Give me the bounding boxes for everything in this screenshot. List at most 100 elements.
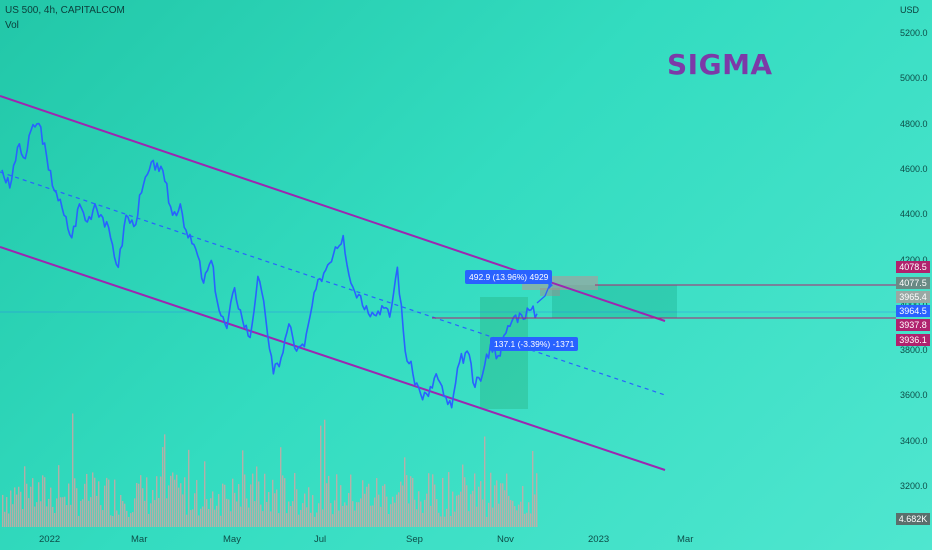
- volume-bar: [122, 500, 124, 527]
- volume-bar: [94, 477, 96, 527]
- volume-bar: [460, 491, 462, 527]
- volume-bar: [170, 475, 172, 527]
- volume-bar: [46, 506, 48, 527]
- volume-bar: [168, 485, 170, 527]
- volume-bar: [112, 516, 114, 527]
- volume-bar: [160, 476, 162, 527]
- volume-bar: [256, 466, 258, 527]
- volume-bar: [276, 489, 278, 527]
- lower-measure-label[interactable]: 137.1 (-3.39%) -1371: [490, 337, 579, 351]
- volume-bar: [378, 494, 380, 527]
- volume-bar: [150, 503, 152, 527]
- volume-bar: [176, 474, 178, 527]
- volume-bar: [102, 510, 104, 527]
- currency-label: USD: [900, 5, 920, 15]
- volume-bar: [258, 481, 260, 527]
- x-tick-label: May: [223, 534, 241, 545]
- volume-bar: [192, 509, 194, 527]
- volume-bar: [226, 498, 228, 527]
- volume-bar: [140, 475, 142, 527]
- volume-bar: [28, 498, 30, 527]
- volume-bar: [454, 511, 456, 527]
- volume-bar: [292, 501, 294, 527]
- volume-bar: [26, 483, 28, 527]
- volume-bar: [376, 478, 378, 527]
- y-tick-label: 4600.0: [900, 163, 928, 174]
- price-line: [1, 122, 538, 409]
- volume-bar: [434, 484, 436, 527]
- volume-bar: [224, 484, 226, 527]
- volume-bar: [464, 477, 466, 527]
- volume-bar: [288, 501, 290, 527]
- x-tick-label: 2023: [588, 534, 610, 545]
- y-tick-label: 4400.0: [900, 209, 928, 220]
- volume-bar: [32, 478, 34, 527]
- volume-bar: [130, 513, 132, 527]
- volume-bar: [282, 475, 284, 527]
- regression-channel: [0, 95, 666, 471]
- volume-bar: [66, 505, 68, 527]
- volume-bar: [348, 493, 350, 527]
- volume-bar: [68, 483, 70, 527]
- volume-bar: [266, 501, 268, 527]
- volume-bar: [514, 506, 516, 527]
- upper-measure-label[interactable]: 492.9 (13.96%) 4929: [465, 270, 553, 284]
- x-tick-label: Sep: [406, 534, 423, 545]
- volume-bar: [82, 499, 84, 527]
- volume-bar: [418, 491, 420, 527]
- volume-bar: [316, 512, 318, 527]
- volume-bar: [216, 505, 218, 527]
- volume-bar: [272, 479, 274, 527]
- volume-bar: [388, 513, 390, 527]
- volume-bar: [504, 490, 506, 527]
- volume-bar: [20, 491, 22, 527]
- volume-bar: [466, 485, 468, 527]
- volume-bar: [500, 483, 502, 527]
- symbol-title[interactable]: US 500, 4h, CAPITALCOM: [5, 5, 125, 16]
- volume-bar: [146, 477, 148, 527]
- volume-bar: [56, 498, 58, 527]
- volume-bar: [358, 502, 360, 527]
- volume-bar: [116, 510, 118, 527]
- volume-bar: [100, 505, 102, 527]
- volume-bar: [6, 497, 8, 527]
- volume-bar: [62, 497, 64, 527]
- volume-bar: [372, 505, 374, 527]
- volume-bar: [214, 509, 216, 527]
- volume-bar: [384, 484, 386, 527]
- volume-bars: [2, 413, 538, 527]
- volume-bar: [526, 512, 528, 527]
- reference-lines: [0, 284, 896, 319]
- volume-bar: [286, 513, 288, 527]
- volume-bar: [458, 494, 460, 527]
- volume-bar: [468, 511, 470, 527]
- volume-bar: [512, 500, 514, 527]
- volume-bar: [528, 502, 530, 527]
- channel-upper-line: [0, 95, 666, 322]
- volume-indicator-label[interactable]: Vol: [5, 20, 19, 31]
- volume-bar: [42, 475, 44, 527]
- volume-bar: [398, 492, 400, 527]
- volume-bar: [16, 494, 18, 527]
- volume-bar: [518, 504, 520, 527]
- volume-bar: [522, 486, 524, 527]
- volume-bar: [2, 494, 4, 527]
- volume-bar: [402, 485, 404, 527]
- volume-bar: [10, 490, 12, 527]
- volume-bar: [12, 504, 14, 527]
- volume-bar: [304, 493, 306, 527]
- volume-bar: [70, 504, 72, 527]
- volume-bar: [194, 493, 196, 527]
- volume-bar: [322, 509, 324, 527]
- volume-bar: [340, 485, 342, 527]
- volume-bar: [18, 486, 20, 527]
- volume-bar: [382, 485, 384, 527]
- volume-bar: [172, 472, 174, 527]
- volume-bar: [78, 515, 80, 527]
- volume-bar: [220, 515, 222, 527]
- volume-bar: [222, 483, 224, 527]
- y-tick-label: 3800.0: [900, 345, 928, 356]
- resistance-box-small: [540, 288, 560, 296]
